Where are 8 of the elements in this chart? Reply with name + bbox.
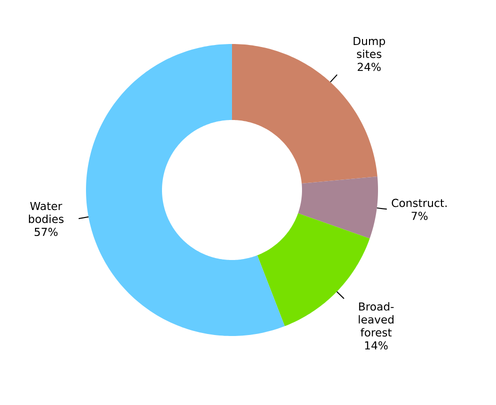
slice-label: Dump sites: [354, 37, 386, 58]
slice-label: Broad-leaved forest: [358, 302, 394, 337]
data-label: 7%: [412, 212, 428, 220]
slice-label: Water bodies: [28, 202, 64, 224]
data-label: 14%: [365, 341, 388, 350]
data-label: 24%: [358, 62, 381, 72]
data-label: 57%: [34, 228, 58, 236]
slice-label: Construct.: [392, 198, 447, 208]
